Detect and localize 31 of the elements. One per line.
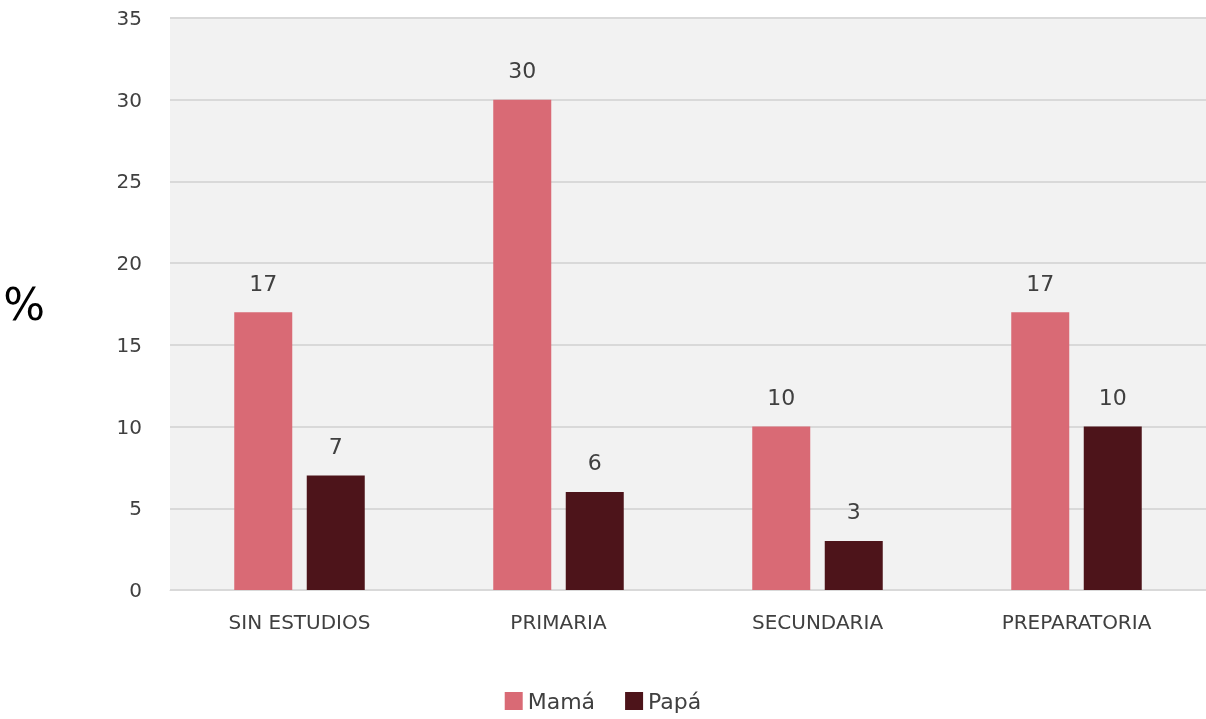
bar xyxy=(306,475,365,590)
y-tick-label: 30 xyxy=(116,87,142,112)
data-label: 30 xyxy=(508,58,537,84)
y-tick-label: 10 xyxy=(116,414,142,439)
legend-label: Mamá xyxy=(527,688,596,714)
x-tick-label: PREPARATORIA xyxy=(1001,610,1152,634)
data-label: 17 xyxy=(1026,270,1055,296)
bar xyxy=(493,99,552,590)
data-label: 10 xyxy=(1098,385,1127,411)
legend-label: Papá xyxy=(648,688,702,714)
y-tick-label: 20 xyxy=(116,251,142,276)
bar xyxy=(1083,426,1142,590)
y-tick-label: 5 xyxy=(129,496,142,521)
data-label: 6 xyxy=(587,450,602,476)
x-tick-label: PRIMARIA xyxy=(510,610,607,634)
x-tick-label: SECUNDARIA xyxy=(751,610,884,634)
x-tick-label: SIN ESTUDIOS xyxy=(228,610,371,634)
bar xyxy=(234,312,293,590)
y-tick-label: 25 xyxy=(116,169,142,194)
data-label: 10 xyxy=(767,385,796,411)
data-label: 7 xyxy=(328,434,343,460)
y-tick-label: 0 xyxy=(129,578,142,602)
bar xyxy=(824,540,883,590)
bar xyxy=(1011,312,1070,590)
bar xyxy=(752,426,811,590)
y-axis-title: % xyxy=(3,278,45,330)
bar xyxy=(565,491,624,590)
y-tick-label: 15 xyxy=(116,332,142,357)
data-label: 17 xyxy=(249,270,278,296)
data-label: 3 xyxy=(846,499,861,525)
y-tick-label: 35 xyxy=(116,6,142,30)
